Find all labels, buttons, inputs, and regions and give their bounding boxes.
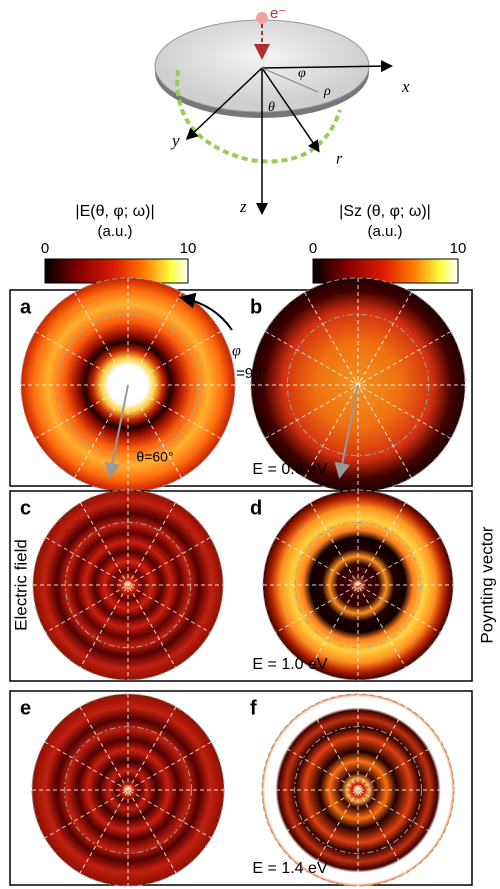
y-label: y [170, 131, 180, 150]
rho-label: ρ [323, 84, 331, 99]
colorbar-min: 0 [41, 240, 49, 257]
panel-row: a b E = 0.6 eV [10, 278, 472, 492]
panel-letter: f [250, 697, 257, 719]
phi-label: φ [298, 66, 306, 81]
colorbar [313, 259, 458, 283]
colorbar-left: |E(θ, φ; ω)| (a.u.) 0 10 [41, 203, 197, 283]
phi-value: =90° [236, 365, 267, 382]
panel-letter: c [20, 497, 31, 519]
colorbar-unit: (a.u.) [367, 223, 402, 240]
colorbar-label: |Sz (θ, φ; ω)| [339, 203, 431, 220]
x-label: x [401, 77, 410, 96]
electron [256, 12, 268, 24]
colorbar-max: 10 [450, 240, 467, 257]
colorbar-unit: (a.u.) [97, 223, 132, 240]
figure: e⁻ x y z φ ρ θ r |E(θ, φ; ω)| (a.u.) 0 1… [0, 0, 500, 889]
panel-letter: b [250, 296, 262, 318]
panel-letter: e [20, 697, 31, 719]
phi-annotation: φ [232, 343, 241, 360]
side-label: Poynting vector [477, 526, 496, 644]
panel-row: e f E = 1.4 eV [10, 691, 472, 886]
geometry-diagram: e⁻ x y z φ ρ θ r [155, 5, 410, 216]
r-label: r [336, 151, 343, 168]
colorbar-right: |Sz (θ, φ; ω)| (a.u.) 0 10 [309, 203, 467, 283]
side-label: Electric field [11, 539, 30, 631]
electron-label: e⁻ [270, 5, 286, 22]
colorbar-min: 0 [309, 240, 317, 257]
panel-row: c d E = 1.0 eV [10, 490, 472, 681]
panel-letter: a [20, 296, 32, 318]
colorbar-max: 10 [180, 240, 197, 257]
energy-label: E = 1.4 eV [252, 860, 327, 877]
theta-annotation: θ=60° [136, 449, 173, 465]
theta-label: θ [268, 100, 275, 115]
panel-letter: d [250, 497, 262, 519]
energy-label: E = 1.0 eV [252, 656, 327, 673]
energy-label: E = 0.6 eV [252, 461, 327, 478]
colorbar-label: |E(θ, φ; ω)| [75, 203, 154, 220]
z-label: z [239, 197, 247, 216]
